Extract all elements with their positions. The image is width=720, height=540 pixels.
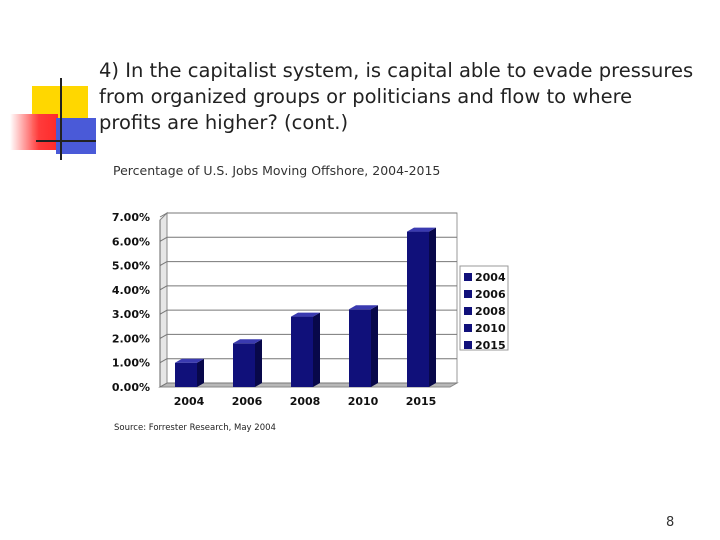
bar-side (313, 312, 320, 387)
source-note: Source: Forrester Research, May 2004 (114, 423, 276, 433)
y-tick-label: 1.00% (112, 357, 150, 370)
bar-top (175, 358, 204, 363)
legend-label: 2006 (475, 288, 506, 301)
x-tick-label: 2006 (232, 395, 263, 408)
decor-horizontal-line (36, 140, 96, 142)
bar-2015 (407, 227, 436, 387)
legend-label: 2010 (475, 322, 506, 335)
gridline-diag (159, 212, 168, 218)
legend-swatch (464, 273, 472, 281)
bar-front (233, 343, 255, 387)
gridline-diag (159, 261, 168, 267)
decor-vertical-line (60, 78, 62, 160)
bar-front (407, 231, 429, 387)
bar-front (349, 309, 371, 387)
legend-swatch (464, 290, 472, 298)
gridline-diag (159, 382, 168, 388)
y-tick-label: 6.00% (112, 235, 150, 248)
legend-swatch (464, 324, 472, 332)
legend-label: 2008 (475, 305, 506, 318)
bar-front (291, 316, 313, 387)
bar-top (233, 339, 262, 344)
y-tick-label: 3.00% (112, 308, 150, 321)
gridline-diag (159, 236, 168, 242)
bars (175, 227, 436, 387)
legend-swatch (464, 307, 472, 315)
bar-front (175, 362, 197, 387)
gridline-diag (159, 309, 168, 315)
legend-swatch (464, 341, 472, 349)
bar-top (291, 312, 320, 317)
bar-side (429, 227, 436, 387)
x-tick-label: 2010 (348, 395, 379, 408)
y-tick-label: 7.00% (112, 211, 150, 224)
bar-2008 (291, 312, 320, 387)
x-tick-label: 2015 (406, 395, 437, 408)
bar-2010 (349, 305, 378, 387)
legend: 2004 2006 2008 2010 2015 (459, 265, 509, 352)
legend-label: 2015 (475, 339, 506, 352)
bar-top (407, 227, 436, 232)
bar-side (197, 358, 204, 387)
bar-top (349, 305, 378, 310)
gridline-diag (159, 358, 168, 364)
x-axis-ticks: 2004 2006 2008 2010 2015 (174, 395, 437, 408)
x-tick-label: 2008 (290, 395, 321, 408)
bar-2006 (233, 339, 262, 387)
bar-side (371, 305, 378, 387)
legend-label: 2004 (475, 271, 506, 284)
decor-red-square (10, 114, 58, 150)
x-tick-label: 2004 (174, 395, 205, 408)
bar-2004 (175, 358, 204, 387)
y-tick-label: 4.00% (112, 284, 150, 297)
gridline-diag (159, 333, 168, 339)
chart-title: Percentage of U.S. Jobs Moving Offshore,… (113, 163, 441, 178)
y-axis-ticks: 0.00% 1.00% 2.00% 3.00% 4.00% 5.00% 6.00% 7.00% (112, 211, 150, 394)
bar-side (255, 339, 262, 387)
y-tick-label: 2.00% (112, 332, 150, 345)
y-tick-label: 0.00% (112, 381, 150, 394)
bar-chart: 0.00% 1.00% 2.00% 3.00% 4.00% 5.00% 6.00% 7.00%… (112, 211, 509, 408)
gridline-diag (159, 285, 168, 291)
page-number: 8 (666, 515, 675, 530)
y-tick-label: 5.00% (112, 260, 150, 273)
decor-blue-square (56, 118, 96, 154)
slide-title: 4) In the capitalist system, is capital … (99, 59, 694, 134)
